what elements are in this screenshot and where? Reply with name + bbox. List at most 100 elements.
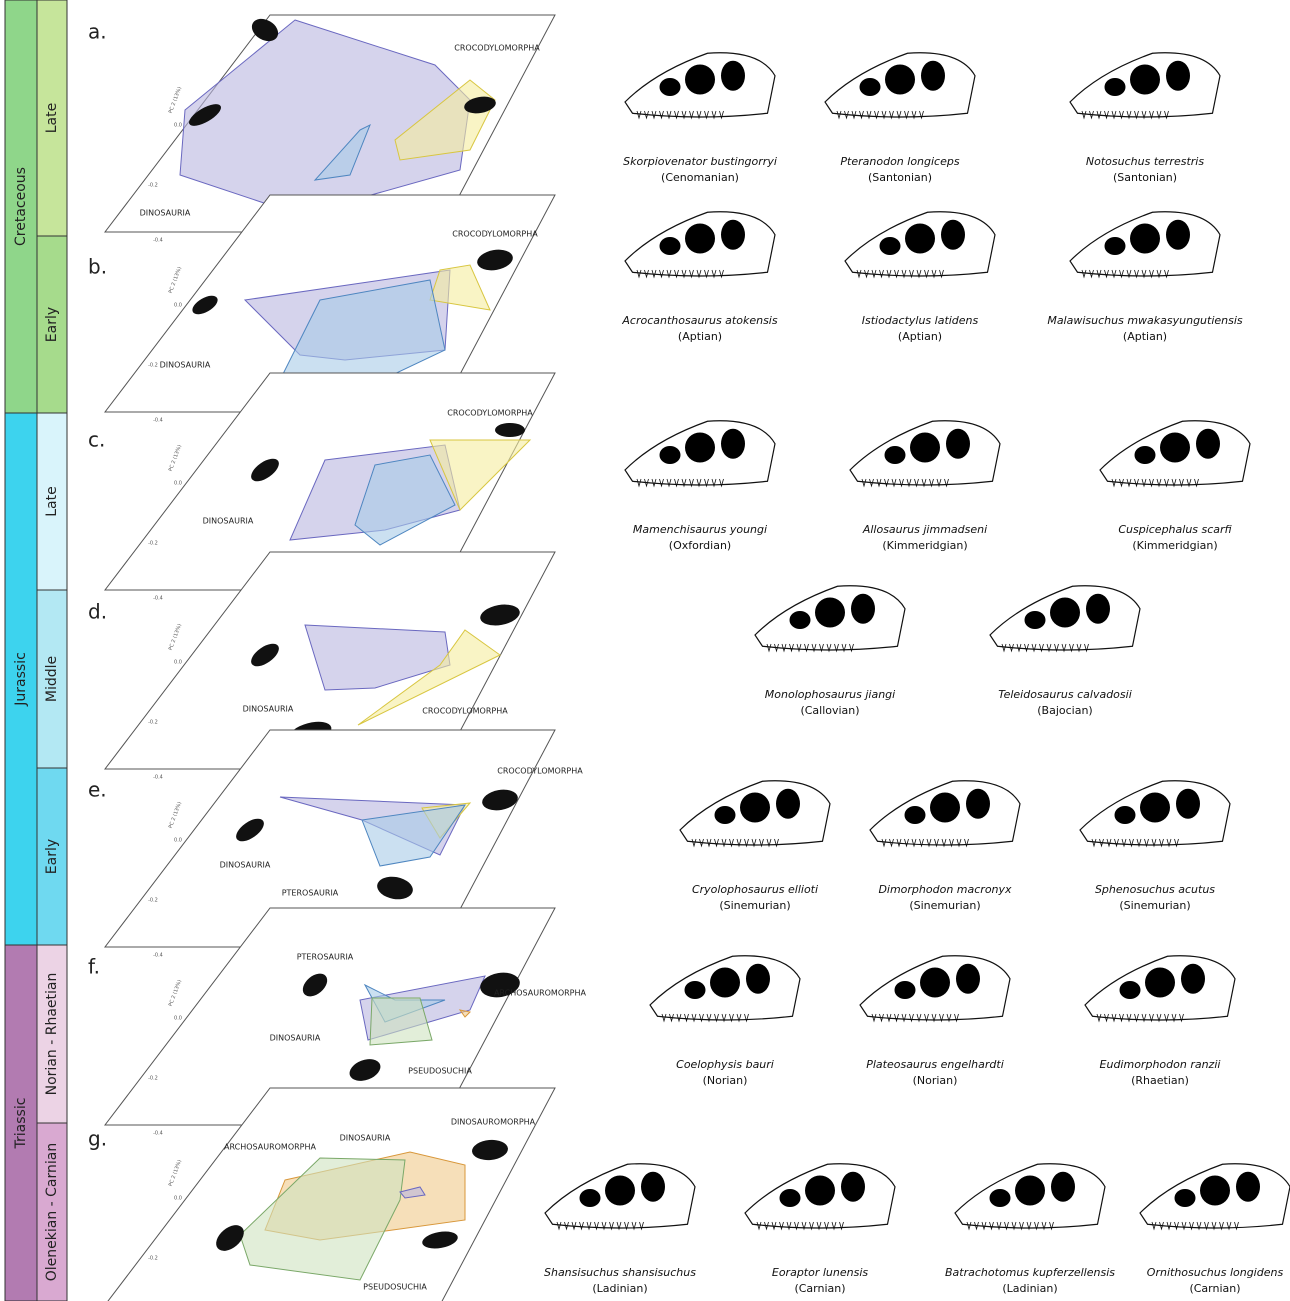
species-name: Cuspicephalus scarfi [1118,523,1232,536]
skull-opening [885,65,915,95]
skull-opening [1200,1176,1230,1206]
species-name: Acrocanthosaurus atokensis [621,314,777,327]
skull-opening [721,429,745,459]
species-name: Sphenosuchus acutus [1095,883,1215,896]
stage-name: (Carnian) [1189,1282,1240,1295]
period-name: Cretaceous [13,167,29,246]
skull-opening [1115,806,1136,824]
species-name: Ornithosuchus longidens [1147,1266,1284,1279]
group-label: CROCODYLOMORPHA [447,409,533,418]
group-label: DINOSAURIA [140,209,191,218]
skull-opening [1105,237,1126,255]
species-name: Monolophosaurus jiangi [765,688,895,701]
y-tick-label: 0.0 [174,1196,182,1202]
x-tick-label: -0.4 [153,775,163,781]
species-name: Dimorphodon macronyx [878,883,1012,896]
group-label: CROCODYLOMORPHA [454,44,540,53]
y-tick-label: -0.2 [148,541,158,547]
y-tick-label: 0.0 [174,1016,182,1022]
skull-opening [880,237,901,255]
skull-opening [1176,789,1200,819]
skull-opening [956,964,980,994]
skull-opening [660,237,681,255]
stage-name: (Callovian) [800,704,859,717]
y-tick-label: 0.0 [174,123,182,129]
y-axis-label: PC 2 (13%) [168,266,183,294]
group-label: CROCODYLOMORPHA [422,707,508,716]
species-name: Mamenchisaurus youngi [633,523,767,536]
skull-opening [920,968,950,998]
skull-opening [641,1172,665,1202]
group-label: ARCHOSAUROMORPHA [224,1143,317,1152]
group-label: DINOSAURIA [340,1134,391,1143]
skull-opening [1181,964,1205,994]
species-name: Teleidosaurus calvadosii [998,688,1132,701]
stage-name: (Rhaetian) [1131,1074,1189,1087]
panel-letter: b. [88,255,107,279]
epoch-name: Norian - Rhaetian [44,973,60,1096]
period-name: Triassic [13,1098,29,1150]
y-tick-label: 0.0 [174,303,182,309]
x-tick-label: -0.4 [153,953,163,959]
stage-name: (Santonian) [1113,171,1177,184]
skull-opening [1105,78,1126,96]
group-label: PTEROSAURIA [282,889,339,898]
skull-opening [805,1176,835,1206]
stage-name: (Norian) [703,1074,748,1087]
x-tick-label: -0.4 [153,1131,163,1137]
y-axis-label: PC 2 (13%) [168,623,183,651]
stage-name: (Kimmeridgian) [1132,539,1217,552]
group-label: DINOSAUROMORPHA [451,1118,536,1127]
skull-opening [885,446,906,464]
skull-opening [966,789,990,819]
y-axis-label: PC 2 (13%) [168,801,183,829]
skull-opening [605,1176,635,1206]
species-name: Istiodactylus latidens [862,314,979,327]
skull-opening [815,598,845,628]
skull-opening [1120,981,1141,999]
epoch-name: Middle [44,656,60,702]
skull-opening [1175,1189,1196,1207]
skull-opening [841,1172,865,1202]
panel-letter: a. [88,20,107,44]
skull-opening [990,1189,1011,1207]
group-label: DINOSAURIA [270,1034,321,1043]
species-name: Shansisuchus shansisuchus [544,1266,696,1279]
y-tick-label: -0.2 [148,363,158,369]
stage-name: (Norian) [913,1074,958,1087]
skull-opening [905,224,935,254]
group-label: ARCHOSAUROMORPHA [494,989,587,998]
skull-opening [905,806,926,824]
skull-opening [780,1189,801,1207]
group-label: CROCODYLOMORPHA [497,767,583,776]
skull-opening [851,594,875,624]
skull-opening [1135,446,1156,464]
panel-letter: c. [88,428,105,452]
y-axis-label: PC 2 (13%) [168,979,183,1007]
epoch-name: Early [44,839,60,874]
epoch-name: Olenekian - Carnian [44,1143,60,1282]
y-tick-label: -0.2 [148,1256,158,1262]
stage-name: (Aptian) [898,330,942,343]
skull-opening [790,611,811,629]
y-tick-label: -0.2 [148,183,158,189]
epoch-name: Late [44,103,60,133]
species-name: Plateosaurus engelhardti [866,1058,1004,1071]
y-tick-label: 0.0 [174,660,182,666]
y-axis-label: PC 2 (13%) [168,86,183,114]
species-name: Cryolophosaurus ellioti [692,883,818,896]
species-name: Notosuchus terrestris [1086,155,1204,168]
skull-opening [1130,65,1160,95]
species-name: Eudimorphodon ranzii [1100,1058,1221,1071]
stage-name: (Ladinian) [1002,1282,1057,1295]
species-name: Allosaurus jimmadseni [862,523,987,536]
stage-name: (Aptian) [678,330,722,343]
skull-opening [1051,1172,1075,1202]
skull-opening [1015,1176,1045,1206]
stage-name: (Santonian) [868,171,932,184]
skull-opening [895,981,916,999]
skull-opening [715,806,736,824]
figure: CretaceousJurassicTriassicLateEarlyLateM… [0,0,1290,1301]
skull-opening [1025,611,1046,629]
stage-name: (Bajocian) [1037,704,1092,717]
